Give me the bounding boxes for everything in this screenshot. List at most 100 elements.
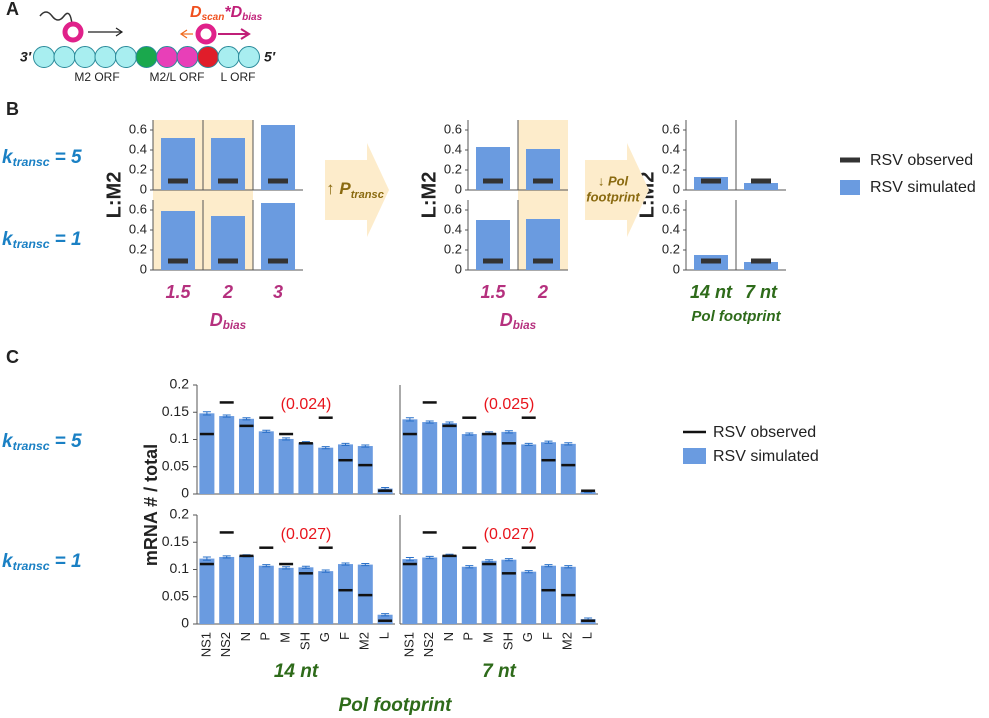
annotation: (0.025) [484,396,535,413]
row-label-part: transc [13,439,50,453]
bar [521,571,537,624]
x-axis-title: Pol footprint [339,695,453,716]
bar [481,560,497,624]
error-bar [381,613,390,617]
x-axis-title-part: bias [513,319,537,332]
arrow-label: ↓ Pol [598,173,629,188]
error-bar [222,414,231,418]
legend-swatch [840,180,860,195]
row-label-part: k [2,551,14,572]
panel-label: B [6,99,19,119]
rna-tail [39,11,73,25]
y-tick-label: 0.2 [444,241,462,256]
x-tick-label: L [377,632,392,639]
x-axis-title: Pol footprint [691,308,781,325]
x-axis-title-part: bias [223,319,247,332]
y-tick-label: 0.6 [129,201,147,216]
bar [278,438,294,494]
row-label-part: k [2,431,14,452]
error-bar [321,446,330,450]
formula-part: *D [224,4,242,21]
x-tick-label: 1.5 [165,282,191,302]
bar [298,567,314,624]
bar [461,566,477,624]
x-tick-label: 2 [222,282,233,302]
y-tick-label: 0 [140,261,147,276]
bar [239,555,254,624]
y-tick-label: 0.4 [662,221,680,236]
panel-label: C [6,347,19,367]
row-label: ktransc = 5 [2,431,82,453]
column-label: 7 nt [482,661,516,682]
arrow [585,143,649,237]
bar [541,442,556,494]
bead [94,46,117,68]
error-bar [485,559,494,563]
bead [156,46,178,68]
legend-label: RSV observed [713,424,816,441]
bar [501,559,517,624]
error-bar [504,430,513,434]
bar [526,149,560,190]
legend-label: RSV simulated [870,179,976,196]
error-bar [524,570,533,574]
y-tick-label: 0.6 [662,201,680,216]
y-axis-title: mRNA # / total [141,444,161,566]
bar [481,432,497,494]
row-label-part: transc [13,155,50,169]
bar [278,567,294,624]
orf-label: L ORF [221,70,256,84]
x-tick-label: 14 nt [690,282,733,302]
x-tick-label: 7 nt [745,282,778,302]
arrow-head [240,28,251,40]
x-tick-label: SH [297,632,312,650]
y-tick-label: 0 [181,485,189,501]
bar [239,418,254,494]
x-tick-label: SH [500,632,515,650]
row-label-part: k [2,147,14,168]
y-tick-label: 0.1 [170,560,190,576]
bar [461,434,477,494]
polymerase [195,23,217,45]
x-tick-label: NS2 [218,632,233,657]
bead [115,46,137,68]
row-label-part: k [2,229,14,250]
arrow-label: footprint [586,189,640,204]
error-bar [544,564,553,568]
error-bar [262,564,271,568]
x-tick-label: L [580,632,595,639]
bead [135,46,158,68]
bar [422,557,438,624]
row-label-part: transc [13,237,50,251]
error-bar [405,557,414,562]
x-axis-title: Dbias [210,310,247,332]
y-tick-label: 0.2 [170,376,190,392]
error-bar [262,429,271,433]
y-tick-label: 0.6 [662,121,680,136]
y-tick-label: 0.15 [162,403,189,419]
x-tick-label: F [540,632,555,640]
bead [74,46,96,68]
error-bar [282,566,291,570]
polymerase [62,21,84,43]
x-tick-label: N [238,632,253,641]
error-bar [425,420,434,424]
y-tick-label: 0.4 [129,141,147,156]
bar [442,555,457,624]
y-tick-label: 0.6 [444,121,462,136]
arrow-label: ↑ Ptransc [326,179,384,200]
bar [476,147,510,190]
error-bar [341,562,350,566]
y-tick-label: 0.6 [444,201,462,216]
error-bar [222,555,231,559]
arrow-label-part: ↑ P [326,179,351,198]
x-tick-label: N [441,632,456,641]
error-bar [564,442,573,446]
bar [338,564,353,624]
error-bar [425,555,434,560]
bar [402,419,418,494]
y-tick-label: 0.05 [162,457,189,473]
y-axis-title: L:M2 [103,172,125,219]
formula: Dscan*Dbias [190,4,263,22]
